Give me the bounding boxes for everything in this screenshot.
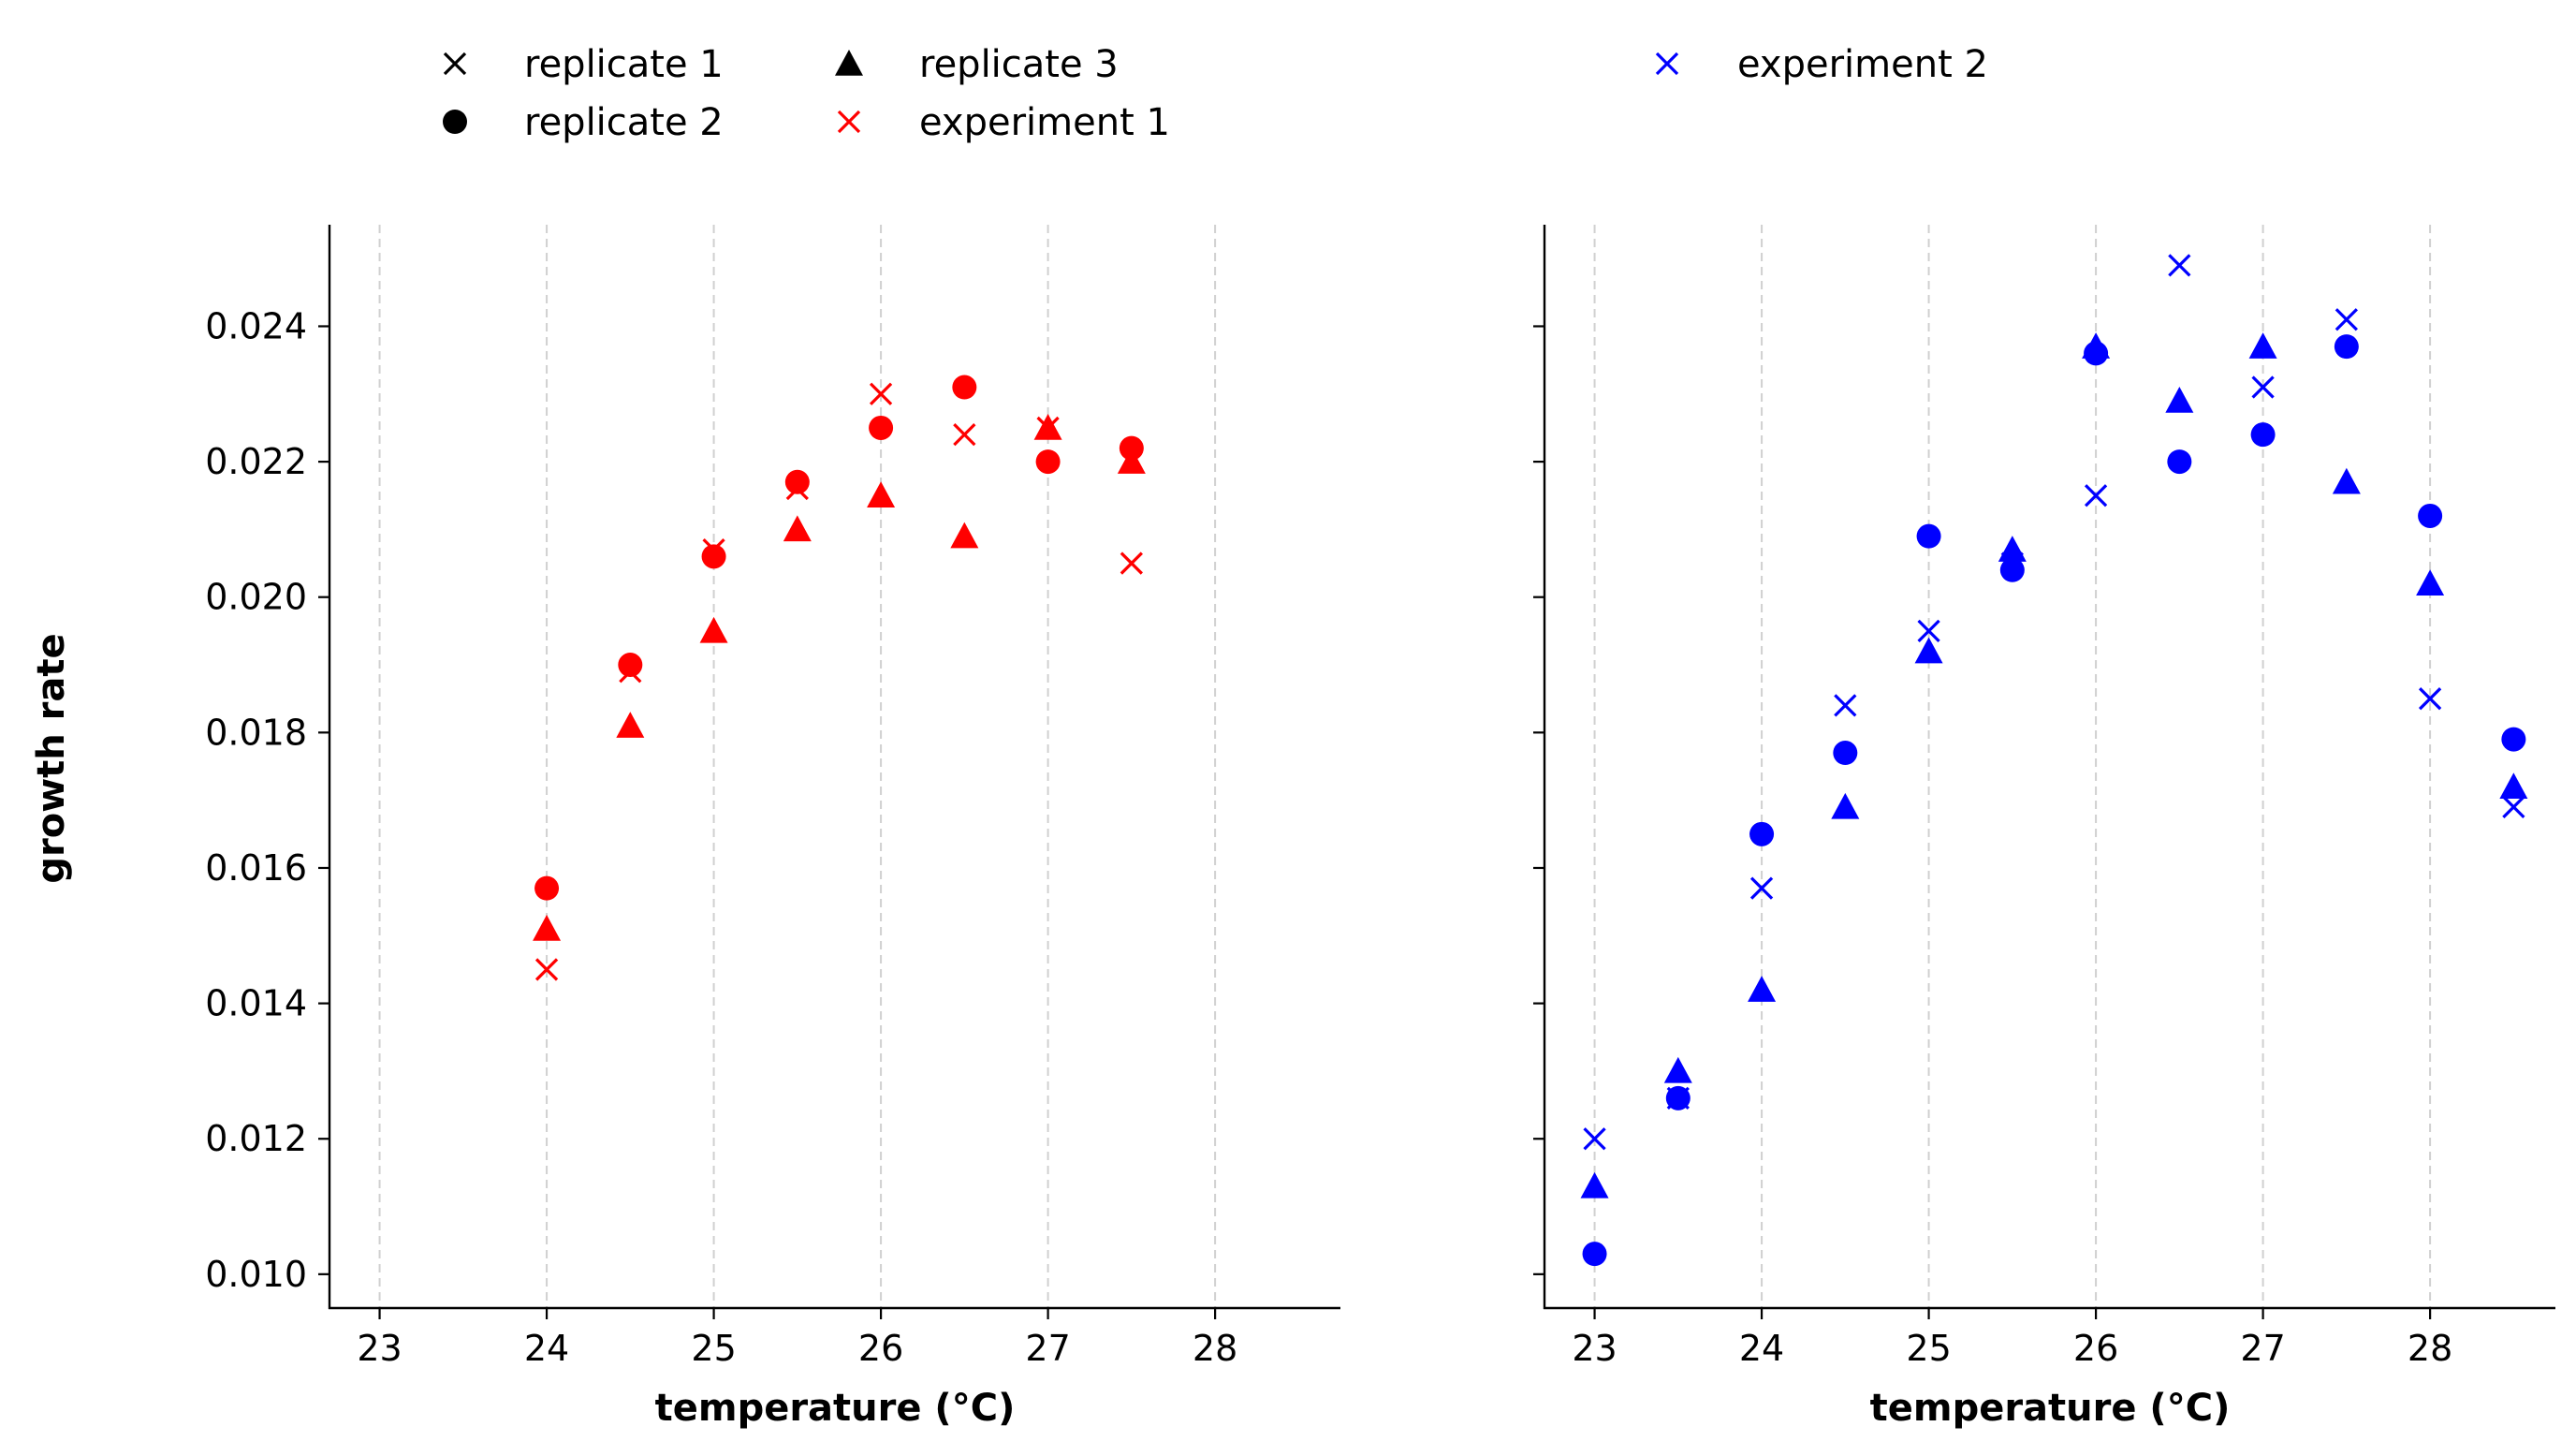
data-point-replicate-3-1: [1663, 1056, 1692, 1083]
data-point-replicate-2-4: [1916, 523, 1941, 549]
y-tick-label-0-022: 0.022: [205, 441, 307, 482]
data-point-replicate-2-3: [784, 469, 810, 494]
x-tick-label-27: 27: [2240, 1328, 2285, 1369]
data-point-replicate-3-0: [1580, 1171, 1609, 1199]
legend-marker-replicate-2: [443, 110, 467, 134]
y-tick-label-0-012: 0.012: [205, 1118, 307, 1159]
series-replicate-3: [533, 413, 1146, 941]
legend-label-replicate-3: replicate 3: [919, 43, 1119, 86]
legend-label-replicate-2: replicate 2: [524, 101, 724, 144]
data-point-replicate-1-4: [869, 382, 893, 405]
data-point-replicate-2-2: [1749, 821, 1775, 846]
left-panel: 23 24 25 26 27 28 0.010 0.012 0.014 0.016 0.018 0.0…: [205, 225, 1340, 1430]
data-point-replicate-1-6: [2084, 484, 2108, 507]
data-point-replicate-1-4: [1917, 619, 1940, 643]
data-point-replicate-2-5: [1999, 557, 2025, 582]
data-point-replicate-3-7: [2165, 387, 2194, 413]
x-tick-label-28: 28: [2408, 1328, 2452, 1369]
data-point-replicate-3-5: [950, 522, 979, 549]
data-point-replicate-2-0: [1582, 1242, 1607, 1267]
data-point-replicate-2-7: [2167, 449, 2192, 475]
x-tick-label-27: 27: [1025, 1328, 1070, 1369]
right-panel: 23 24 25 26 27 28 temperature (°C): [1533, 225, 2555, 1430]
data-point-replicate-2-8: [2250, 422, 2276, 448]
data-point-replicate-1-5: [953, 423, 976, 447]
data-point-replicate-3-4: [1914, 637, 1943, 664]
y-tick-label-0-014: 0.014: [205, 983, 307, 1024]
x-tick-label-26: 26: [858, 1328, 903, 1369]
x-tick-label-24: 24: [1739, 1328, 1784, 1369]
data-point-replicate-1-9: [2334, 308, 2358, 331]
data-point-replicate-3-6: [1033, 413, 1062, 440]
data-point-replicate-3-7: [1117, 448, 1146, 474]
y-tick-label-0-018: 0.018: [205, 712, 307, 753]
data-point-replicate-1-11: [2502, 795, 2525, 819]
x-tick-label-28: 28: [1193, 1328, 1237, 1369]
data-point-replicate-3-3: [783, 515, 812, 542]
x-tick-label-26: 26: [2073, 1328, 2118, 1369]
data-point-replicate-3-8: [2248, 332, 2277, 359]
y-tick-label-0-016: 0.016: [205, 847, 307, 889]
data-point-replicate-1-8: [2251, 375, 2275, 399]
data-point-replicate-2-0: [534, 875, 560, 901]
data-point-replicate-2-3: [1833, 741, 1858, 766]
legend-marker-replicate-3: [835, 50, 863, 76]
legend-marker-replicate-1: [443, 51, 467, 76]
data-point-replicate-2-9: [2334, 334, 2359, 360]
legend-label-experiment-1: experiment 1: [919, 101, 1170, 144]
y-tick-label-0-024: 0.024: [205, 305, 307, 346]
y-tick-label-0-010: 0.010: [205, 1254, 307, 1295]
data-point-replicate-1-10: [2418, 687, 2442, 711]
x-tick-label-25: 25: [691, 1328, 736, 1369]
x-tick-label-24: 24: [524, 1328, 569, 1369]
data-point-replicate-3-11: [2499, 772, 2528, 799]
y-tick-label-0-020: 0.020: [205, 577, 307, 618]
data-point-replicate-1-7: [2168, 254, 2191, 277]
series-replicate-3: [1580, 332, 2528, 1199]
data-point-replicate-1-2: [1749, 876, 1774, 900]
data-point-replicate-2-4: [869, 415, 894, 440]
data-point-replicate-1-7: [1120, 552, 1143, 575]
data-point-replicate-3-4: [867, 481, 896, 507]
data-point-replicate-3-9: [2332, 467, 2361, 494]
series-replicate-2: [1582, 334, 2526, 1267]
x-tick-label-23: 23: [1572, 1328, 1617, 1369]
data-point-replicate-2-2: [701, 544, 726, 569]
x-axis-title: temperature (°C): [655, 1387, 1016, 1430]
x-tick-label-23: 23: [357, 1328, 402, 1369]
data-point-replicate-2-5: [952, 375, 977, 400]
data-point-replicate-2-1: [618, 653, 643, 678]
data-point-replicate-3-6: [2082, 332, 2111, 359]
legend-label-experiment-2: experiment 2: [1737, 43, 1988, 86]
legend-marker-experiment-1: [837, 110, 861, 134]
data-point-replicate-3-0: [533, 915, 562, 941]
data-point-replicate-2-6: [1035, 449, 1061, 475]
data-point-replicate-3-2: [1748, 976, 1777, 1002]
x-axis-title: temperature (°C): [1870, 1387, 2231, 1430]
data-point-replicate-3-5: [1998, 536, 2027, 562]
x-tick-label-25: 25: [1906, 1328, 1951, 1369]
data-point-replicate-3-10: [2416, 569, 2445, 596]
data-point-replicate-1-3: [1834, 694, 1857, 717]
data-point-replicate-3-3: [1831, 792, 1860, 819]
data-point-replicate-1-0: [534, 958, 559, 981]
data-point-replicate-2-11: [2501, 727, 2526, 752]
data-point-replicate-2-10: [2418, 503, 2443, 528]
series-replicate-2: [534, 375, 1144, 901]
legend: replicate 1 replicate 2 replicate 3 experim…: [443, 43, 1988, 144]
data-point-replicate-3-1: [616, 712, 645, 738]
data-point-replicate-2-1: [1665, 1085, 1690, 1110]
legend-marker-experiment-2: [1655, 51, 1679, 76]
shared-y-axis-title: growth rate: [30, 633, 73, 883]
data-point-replicate-1-0: [1583, 1127, 1606, 1151]
legend-label-replicate-1: replicate 1: [524, 43, 724, 86]
data-point-replicate-3-2: [699, 616, 728, 643]
